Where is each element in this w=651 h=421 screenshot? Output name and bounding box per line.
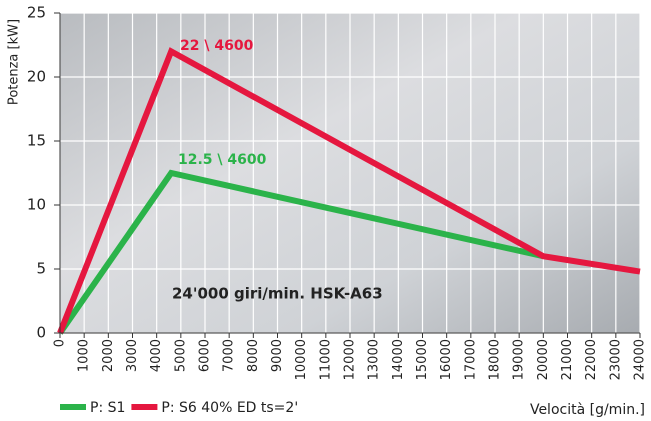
x-tick-label: 21000 [560,339,575,380]
x-tick-label: 0 [53,339,68,347]
legend-label: P: S6 40% ED ts=2' [161,400,298,416]
y-tick-label: 5 [36,260,46,278]
x-tick-label: 19000 [512,339,527,380]
x-axis-label: Velocità [g/min.] [530,402,645,418]
legend-swatch [60,404,86,410]
x-tick-label: 2000 [101,339,116,372]
x-tick-label: 14000 [391,339,406,380]
x-tick-label: 20000 [536,339,551,380]
y-tick-label: 25 [27,4,46,22]
x-tick-label: 10000 [294,339,309,380]
y-tick-label: 15 [27,132,46,150]
legend-swatch [131,404,158,410]
x-tick-label: 12000 [343,339,358,380]
annotation: 24'000 giri/min. HSK-A63 [172,285,383,303]
annotation: 12.5 \ 4600 [178,152,267,168]
series-line [57,169,544,335]
annotation: 22 \ 4600 [180,38,254,54]
x-tick-label: 9000 [270,339,285,372]
x-tick-label: 22000 [584,339,599,380]
x-tick-label: 5000 [173,339,188,372]
x-tick-label: 16000 [439,339,454,380]
y-axis-label: Potenza [kW] [7,19,22,105]
x-tick-label: 6000 [198,339,213,372]
x-tick-label: 15000 [415,339,430,380]
y-tick-label: 20 [27,68,46,86]
x-tick-label: 7000 [222,339,237,372]
series-line [57,47,641,335]
x-tick-label: 3000 [125,339,140,372]
x-tick-label: 24000 [633,339,648,380]
x-tick-label: 17000 [463,339,478,380]
x-tick-label: 23000 [608,339,623,380]
x-tick-label: 18000 [488,339,503,380]
x-tick-label: 13000 [367,339,382,380]
y-tick-label: 0 [36,324,46,342]
x-tick-label: 1000 [77,339,92,372]
legend-label: P: S1 [90,400,125,416]
y-tick-label: 10 [27,196,46,214]
x-tick-label: 11000 [318,339,333,380]
x-tick-label: 4000 [149,339,164,372]
x-tick-label: 8000 [246,339,261,372]
